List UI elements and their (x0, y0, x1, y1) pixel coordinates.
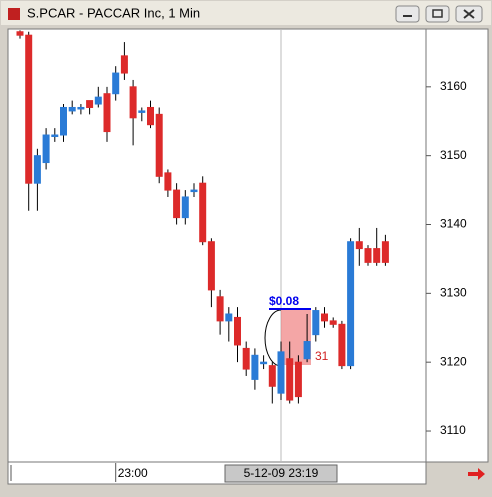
candle-body (242, 347, 250, 370)
candle-body (338, 323, 346, 367)
cursor-time-box (224, 464, 338, 483)
candle-body (355, 241, 363, 250)
x-tick-label: 23:00 (118, 466, 148, 480)
candle-body (207, 241, 215, 291)
app-icon (8, 8, 20, 20)
candle-body (147, 106, 154, 126)
scroll-arrow[interactable] (468, 468, 485, 480)
candle-body (112, 72, 120, 95)
candle-body (60, 106, 67, 136)
candle-body (329, 320, 337, 325)
time-axis (7, 461, 427, 485)
minimize-button[interactable] (395, 5, 420, 23)
price-axis (425, 28, 489, 463)
candle-body (25, 34, 33, 184)
annotation: 31 (315, 349, 329, 363)
y-tick-label: 3150 (440, 148, 467, 162)
candle-body (294, 361, 302, 398)
minimize-icon (403, 15, 412, 17)
candle-body (190, 189, 198, 193)
y-tick-label: 3160 (440, 79, 467, 93)
x-tick-label: 5-12-09 23:19 (244, 466, 319, 480)
candle-body (268, 365, 276, 387)
candle-body (94, 96, 102, 105)
candle-body (103, 93, 111, 133)
candle-body (321, 313, 328, 322)
candle-body (86, 100, 94, 108)
candle-body (138, 110, 146, 113)
candle-body (216, 296, 224, 322)
candle-body (42, 134, 50, 164)
y-tick-label: 3140 (440, 217, 467, 231)
candle-body (199, 182, 207, 243)
candle-body (277, 351, 285, 394)
candle-body (286, 358, 294, 401)
candle-body (51, 134, 59, 138)
candle-body (234, 316, 241, 346)
candle-body (173, 189, 181, 219)
candle-body (155, 113, 163, 177)
candle-body (68, 106, 76, 112)
window-title: S.PCAR - PACCAR Inc, 1 Min (27, 5, 200, 20)
y-tick-label: 3110 (440, 423, 466, 437)
close-icon (463, 9, 475, 19)
candle-body (77, 106, 85, 110)
candle-body (312, 310, 320, 336)
candle-body (364, 248, 372, 263)
candle-body (33, 155, 41, 184)
y-tick-label: 3120 (440, 354, 467, 368)
y-tick-label: 3130 (440, 286, 467, 300)
candle-body (303, 341, 311, 360)
maximize-button[interactable] (425, 5, 450, 23)
candle-body (373, 248, 381, 263)
annotation: $0.08 (269, 294, 299, 308)
candle-body (16, 31, 24, 36)
candle-body (164, 172, 172, 191)
candle-body (381, 241, 389, 263)
candle-body (129, 86, 137, 119)
maximize-icon (432, 9, 443, 18)
candle-body (181, 196, 189, 219)
candle-body (260, 361, 268, 365)
plot-area (7, 28, 427, 463)
candle-body (225, 313, 233, 322)
candle-body (347, 241, 355, 367)
candle-body (251, 354, 259, 380)
chart: 3110 3120 3130 3140 3150 3160 23:00 5-12-09 23:… (16, 29, 467, 483)
measure-arc (264, 309, 282, 367)
candle-body (120, 55, 128, 74)
